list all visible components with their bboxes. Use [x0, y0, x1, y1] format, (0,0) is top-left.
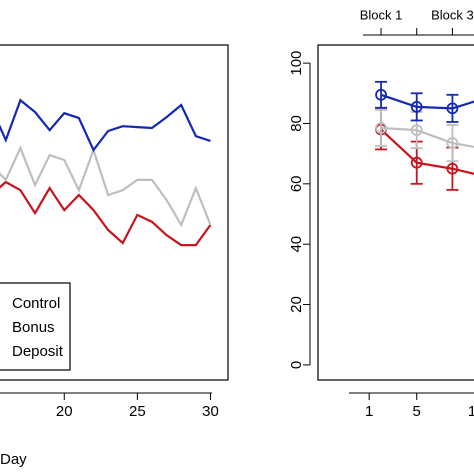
series-line: [0, 98, 211, 153]
point: [446, 137, 459, 149]
y-tick-label: 80: [288, 115, 305, 132]
left-plot-frame: [0, 44, 229, 381]
top-label: Block 1: [360, 7, 403, 22]
point: [410, 100, 423, 113]
series-line: [380, 93, 474, 110]
x-tick-label: 10: [468, 403, 474, 420]
y-tick-label: 40: [288, 236, 305, 253]
x-tick-label: 25: [129, 403, 146, 420]
series-line: [0, 180, 212, 247]
point: [375, 88, 387, 101]
y-tick-label: 0: [288, 361, 305, 369]
series-line: [380, 126, 474, 148]
x-axis-label: Day: [0, 451, 27, 468]
legend-box: [0, 282, 71, 371]
series-line: [0, 145, 212, 228]
y-tick-label: 20: [288, 296, 305, 313]
x-tick-label: 30: [202, 403, 219, 420]
legend-label: Control: [12, 295, 60, 312]
point: [446, 102, 459, 115]
legend-label: Deposit: [12, 343, 64, 360]
right-plot-frame: [317, 44, 474, 381]
y-tick-label: 100: [288, 51, 305, 76]
series-line: [380, 128, 474, 175]
y-tick-label: 60: [288, 175, 305, 192]
top-label: Block 3: [431, 7, 474, 22]
x-tick-label: 5: [413, 403, 421, 420]
x-tick-label: 20: [56, 403, 73, 420]
legend-label: Bonus: [12, 319, 55, 336]
x-tick-label: 1: [365, 403, 373, 420]
point: [410, 156, 423, 169]
point: [410, 124, 423, 137]
point: [446, 162, 459, 175]
point: [375, 122, 387, 134]
